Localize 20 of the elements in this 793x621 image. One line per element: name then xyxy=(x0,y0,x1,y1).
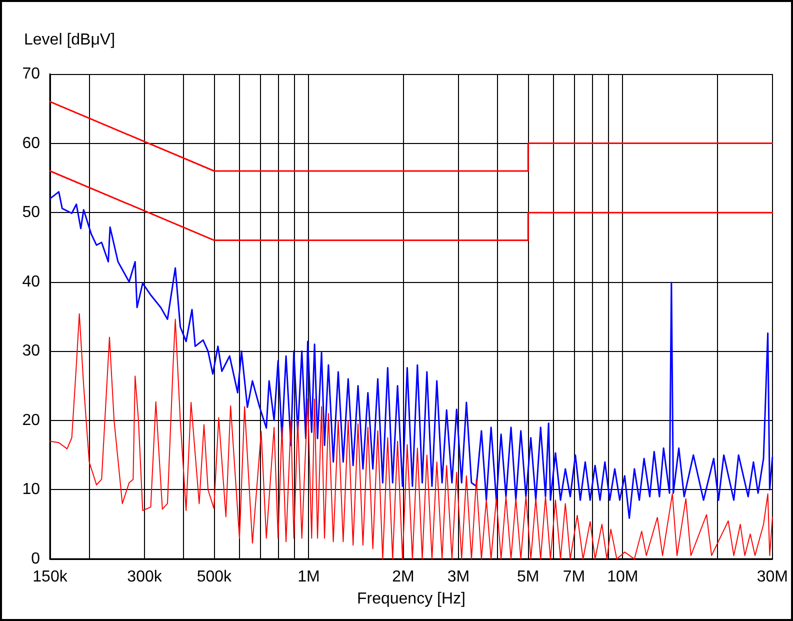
y-tick-label: 10 xyxy=(22,481,40,498)
y-axis-title: Level [dBμV] xyxy=(24,32,116,48)
x-tick-label: 1M xyxy=(298,568,320,586)
x-tick-label: 500k xyxy=(196,568,233,586)
x-tick-label: 5M xyxy=(517,568,540,586)
y-tick-label: 20 xyxy=(22,412,40,429)
x-tick-label: 30M xyxy=(756,568,788,586)
x-tick-label: 300k xyxy=(127,568,163,586)
y-tick-label: 70 xyxy=(22,66,40,82)
x-tick-label: 150k xyxy=(32,568,68,586)
y-tick-label: 50 xyxy=(22,204,40,222)
x-tick-label: 7M xyxy=(562,568,586,586)
x-tick-label: 3M xyxy=(447,568,470,586)
x-tick-label: 2M xyxy=(392,568,414,586)
y-tick-label: 30 xyxy=(22,342,40,360)
y-tick-label: 40 xyxy=(22,273,40,290)
x-axis-title: Frequency [Hz] xyxy=(356,590,466,608)
y-tick-label: 0 xyxy=(31,550,40,568)
x-tick-label: 10M xyxy=(607,568,638,586)
y-tick-label: 60 xyxy=(22,134,40,152)
